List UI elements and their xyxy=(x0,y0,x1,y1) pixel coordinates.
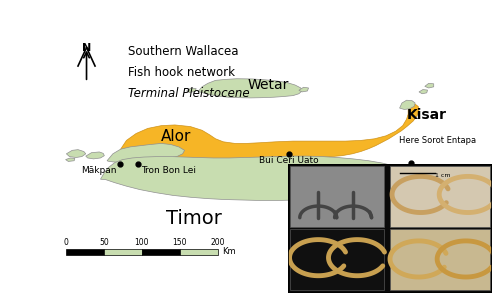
Text: 50: 50 xyxy=(100,238,109,247)
Text: Bui Ceri Uato: Bui Ceri Uato xyxy=(260,156,319,165)
Polygon shape xyxy=(400,100,415,110)
Polygon shape xyxy=(186,88,196,92)
Text: Km: Km xyxy=(222,248,236,256)
Text: Here Sorot Entapa: Here Sorot Entapa xyxy=(399,136,476,145)
Text: Wetar: Wetar xyxy=(247,77,288,92)
Text: Southern Wallacea: Southern Wallacea xyxy=(128,45,239,58)
Bar xyxy=(290,166,384,227)
Text: 100: 100 xyxy=(134,238,149,247)
Text: Mākpan: Mākpan xyxy=(81,166,117,175)
Text: Kisar: Kisar xyxy=(406,107,447,122)
Text: Terminal Pleistocene: Terminal Pleistocene xyxy=(128,87,250,100)
Bar xyxy=(104,248,142,256)
Bar xyxy=(66,248,104,256)
Bar xyxy=(390,166,490,227)
Polygon shape xyxy=(66,150,86,158)
Text: 150: 150 xyxy=(172,238,187,247)
Polygon shape xyxy=(100,156,410,200)
Polygon shape xyxy=(107,143,184,162)
Polygon shape xyxy=(66,158,75,161)
Polygon shape xyxy=(419,90,428,94)
Text: Tron Bon Lei: Tron Bon Lei xyxy=(141,166,196,175)
Polygon shape xyxy=(425,83,434,88)
Text: 0: 0 xyxy=(64,238,69,247)
Polygon shape xyxy=(120,104,419,161)
Text: N: N xyxy=(82,43,91,53)
Text: Lene Hara: Lene Hara xyxy=(414,179,461,188)
Bar xyxy=(142,248,180,256)
Text: Alor: Alor xyxy=(160,129,191,144)
Text: Timor: Timor xyxy=(166,209,222,228)
Polygon shape xyxy=(299,87,308,92)
Bar xyxy=(180,248,218,256)
Text: 200: 200 xyxy=(210,238,225,247)
Polygon shape xyxy=(86,152,104,159)
Bar xyxy=(290,229,384,290)
Bar xyxy=(390,229,490,290)
Text: Fish hook network: Fish hook network xyxy=(128,66,236,79)
Polygon shape xyxy=(198,79,302,98)
Text: 1 cm: 1 cm xyxy=(435,172,450,178)
Text: Asitau Kuru: Asitau Kuru xyxy=(414,165,466,174)
